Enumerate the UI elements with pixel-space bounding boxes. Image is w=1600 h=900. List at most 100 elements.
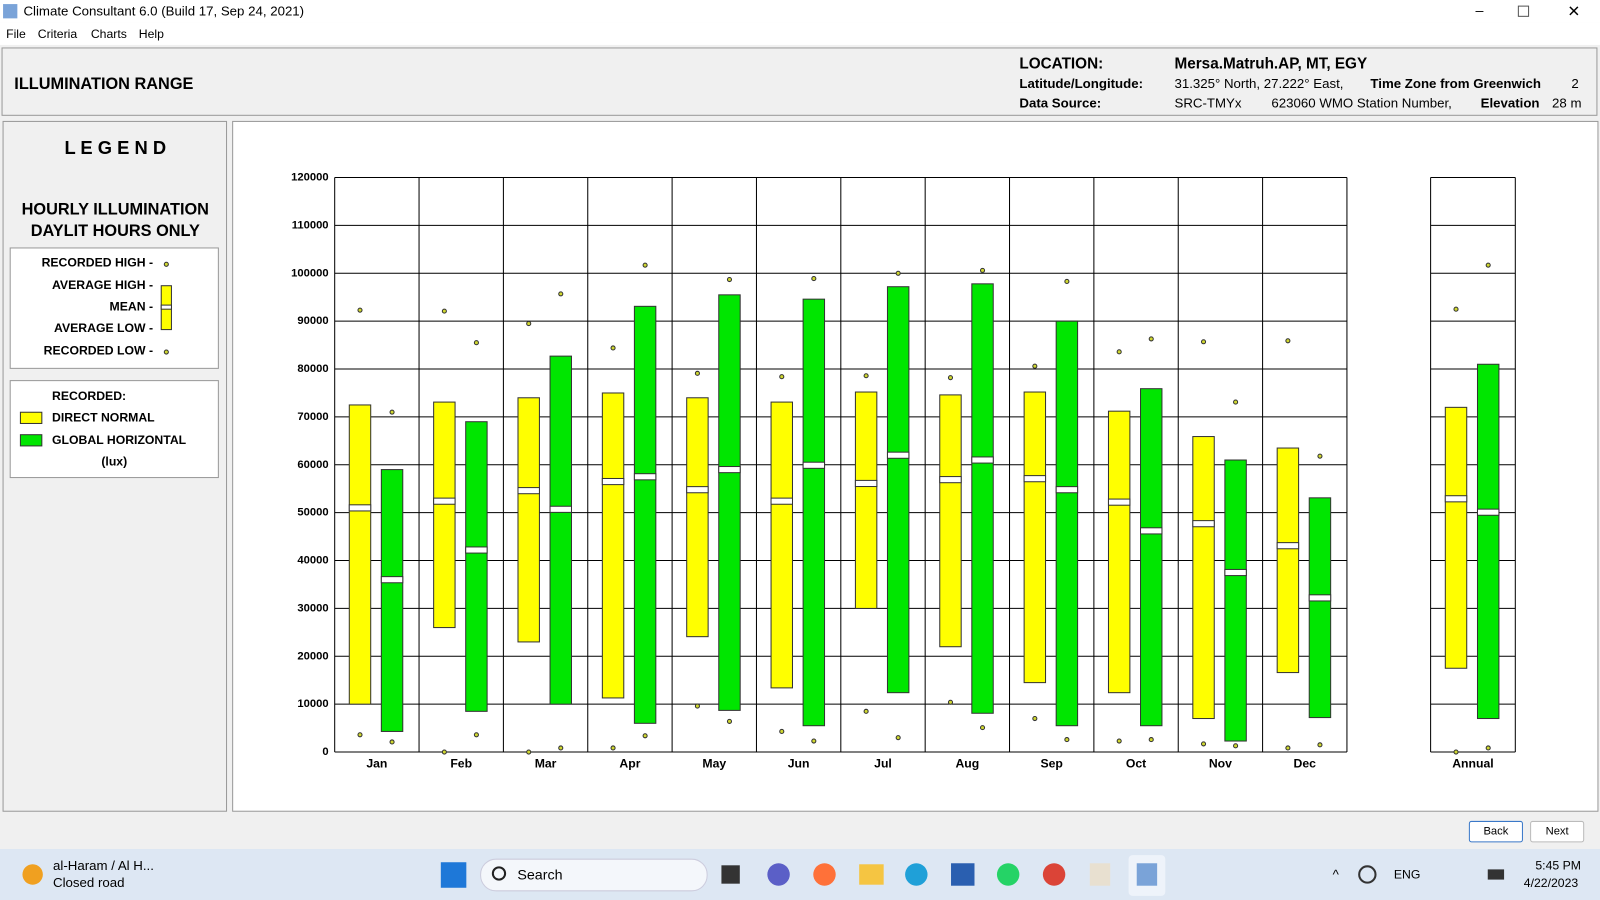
- range-bar: [1308, 497, 1332, 719]
- x-tick-label: Feb: [450, 757, 472, 771]
- mean-marker: [465, 546, 488, 554]
- recorded-high-dot: [389, 409, 395, 415]
- recorded-low-dot: [779, 728, 785, 735]
- mean-marker: [854, 479, 878, 488]
- range-bar: [433, 401, 456, 629]
- search-box[interactable]: [480, 858, 708, 892]
- minimize[interactable]: –: [1476, 3, 1484, 19]
- taskbar-app[interactable]: [1136, 863, 1158, 886]
- range-bar: [633, 305, 657, 724]
- mean-marker: [433, 497, 456, 505]
- maximize[interactable]: [1517, 5, 1530, 17]
- recorded-low-dot: [610, 745, 616, 751]
- station: 623060 WMO Station Number,: [1271, 96, 1451, 111]
- mean-marker: [380, 576, 404, 584]
- recorded-low-dot: [389, 739, 395, 745]
- recorded-high-dot: [1116, 349, 1122, 355]
- mean-marker: [517, 487, 540, 495]
- recorded-low-dot: [1317, 742, 1323, 748]
- recorded-low-dot: [863, 708, 869, 714]
- recorded-low-dot: [694, 703, 700, 709]
- recorded-high-dot: [863, 373, 869, 379]
- taskbar-app[interactable]: [813, 863, 836, 886]
- legend-unit: (lux): [101, 454, 127, 468]
- taskbar-app[interactable]: [721, 865, 740, 884]
- range-bar: [686, 397, 709, 638]
- recorded-low-dot: [526, 749, 532, 755]
- y-tick-label: 30000: [297, 602, 328, 614]
- range-bar: [770, 401, 793, 689]
- taskbar-app[interactable]: [905, 863, 928, 886]
- tray-chevron[interactable]: ^: [1333, 867, 1340, 882]
- language[interactable]: ENG: [1394, 868, 1421, 882]
- next-button[interactable]: [1530, 820, 1585, 843]
- back-button-label[interactable]: Back: [1483, 826, 1508, 838]
- plot: 0 10000 20000 30000 40000 50000 60000 70000 8000…: [291, 172, 1516, 771]
- menu-item[interactable]: Charts: [91, 27, 127, 41]
- weather-sub[interactable]: Closed road: [53, 875, 124, 890]
- recorded-high-dot: [694, 370, 700, 376]
- range-bar: [1444, 406, 1468, 669]
- recorded-low-dot: [947, 699, 954, 705]
- legend-dot: [163, 261, 169, 267]
- y-tick-label: 40000: [297, 555, 328, 567]
- y-tick-label: 10000: [297, 698, 328, 710]
- weather-icon[interactable]: [22, 864, 43, 885]
- range-bar: [465, 421, 488, 712]
- taskbar-app[interactable]: [767, 863, 790, 886]
- mean-marker: [1192, 520, 1215, 528]
- recorded-high-dot: [642, 262, 648, 268]
- recorded-low-dot: [642, 733, 648, 739]
- range-bar: [1476, 363, 1500, 720]
- next-button-label[interactable]: Next: [1546, 826, 1570, 838]
- clock-time[interactable]: 5:45 PM: [1535, 859, 1581, 873]
- x-tick-label: Apr: [619, 757, 640, 771]
- recorded-high-dot: [1032, 363, 1038, 369]
- menu-item[interactable]: Help: [139, 27, 164, 41]
- recorded-high-dot: [1064, 278, 1070, 284]
- recorded-low-dot: [1116, 738, 1122, 744]
- x-tick-label: Jan: [366, 757, 387, 771]
- y-tick-label: 70000: [297, 411, 328, 423]
- recorded-high-dot: [473, 340, 479, 346]
- start-button[interactable]: [440, 862, 467, 888]
- taskbar-app[interactable]: [951, 863, 975, 886]
- mean-marker: [686, 486, 709, 494]
- taskbar-app[interactable]: [1042, 863, 1066, 886]
- search-label[interactable]: Search: [517, 867, 562, 883]
- mean-marker: [1444, 495, 1468, 503]
- menu-item[interactable]: Criteria: [38, 27, 78, 41]
- x-tick-label: Sep: [1040, 757, 1062, 771]
- recorded-high-dot: [726, 276, 733, 283]
- mean-marker: [939, 476, 962, 484]
- legend-dot: [163, 349, 169, 355]
- close[interactable]: ✕: [1567, 3, 1580, 20]
- recorded-low-dot: [357, 732, 363, 738]
- taskbar-app[interactable]: [996, 863, 1020, 886]
- back-button[interactable]: [1468, 820, 1523, 843]
- y-tick-label: 50000: [297, 507, 328, 519]
- battery[interactable]: [1487, 869, 1505, 880]
- weather-title[interactable]: al-Haram / Al H...: [53, 858, 154, 873]
- label: Latitude/Longitude:: [1019, 76, 1143, 91]
- menu-bar: [0, 22, 1600, 45]
- recorded-low-dot: [979, 725, 986, 731]
- source: SRC-TMYx: [1174, 96, 1241, 111]
- x-tick-label: Dec: [1294, 757, 1317, 771]
- tray-icon[interactable]: [1358, 865, 1377, 884]
- mean-marker: [886, 451, 910, 459]
- range-bar: [601, 392, 625, 699]
- legend-subtitle: HOURLY ILLUMINATION: [22, 201, 209, 219]
- x-tick-label: Annual: [1452, 757, 1493, 771]
- legend-swatch: [19, 411, 43, 424]
- taskbar-app[interactable]: [859, 864, 884, 885]
- legend-swatch: [19, 434, 43, 447]
- x-tick-label: Oct: [1126, 757, 1146, 771]
- legend-mean: [160, 304, 172, 310]
- legend-series-box: [9, 380, 219, 479]
- taskbar-app[interactable]: [1089, 863, 1111, 886]
- menu-item[interactable]: File: [6, 27, 26, 41]
- clock-date[interactable]: 4/22/2023: [1524, 876, 1579, 890]
